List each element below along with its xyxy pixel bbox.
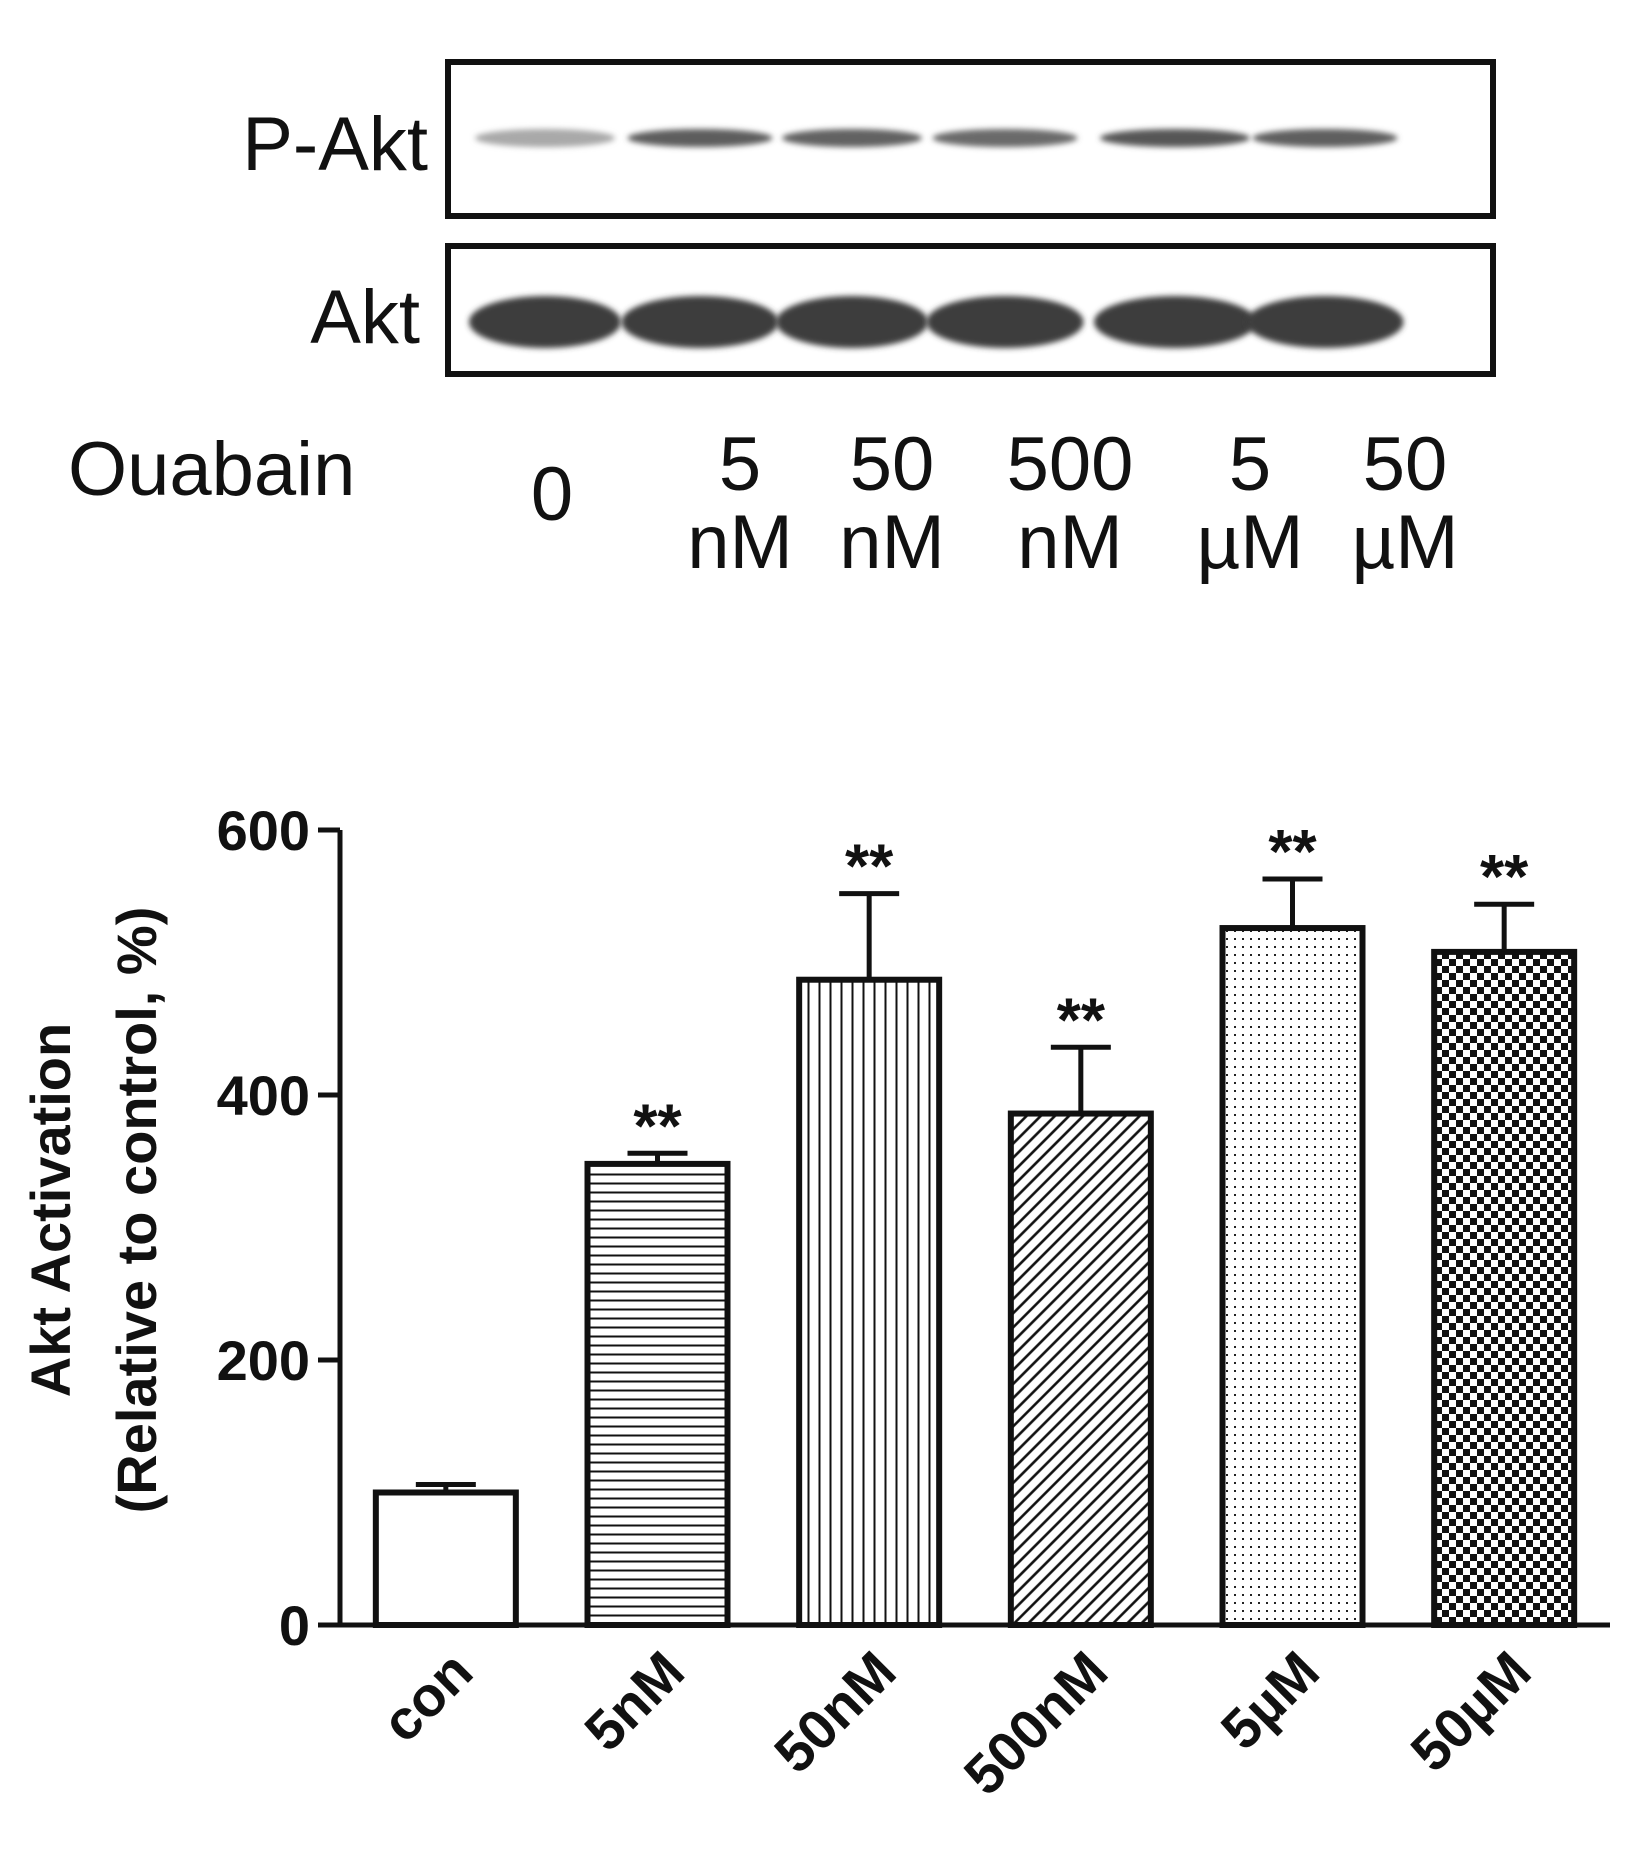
y-axis-title: Akt Activation (Relative to control, %) [19, 907, 168, 1514]
lane-value-label: 500 [1007, 422, 1134, 507]
lane-unit-label: µM [1351, 500, 1458, 585]
bar-500nM [1007, 1110, 1154, 1629]
x-tick-label: con [369, 1639, 484, 1754]
phospho-akt-band [475, 129, 615, 147]
bar-5µM [1219, 925, 1366, 1628]
akt-band [1246, 296, 1404, 348]
x-tick-label: 5µM [1209, 1639, 1331, 1761]
bar-50nM [796, 976, 943, 1628]
phospho-akt-band [782, 129, 922, 147]
y-axis: 0 200 400 600 [217, 799, 343, 1657]
y-tick-label: 400 [217, 1064, 310, 1127]
lane-unit-label: nM [1017, 500, 1123, 585]
phospho-akt-bands [475, 129, 1398, 147]
x-tick-label: 50µM [1398, 1639, 1542, 1783]
y-axis-title-line2: (Relative to control, %) [105, 907, 168, 1514]
akt-band [469, 296, 621, 348]
akt-band [776, 296, 928, 348]
y-tick-label: 600 [217, 799, 310, 862]
y-tick-label: 0 [279, 1594, 310, 1657]
bar-chart: Akt Activation (Relative to control, %) … [19, 799, 1610, 1807]
lane-unit-label: µM [1196, 500, 1303, 585]
bar-con [372, 1489, 519, 1628]
phospho-akt-band [1252, 129, 1398, 147]
x-tick-label: 5nM [572, 1639, 696, 1763]
significance-mark: ** [1480, 843, 1529, 912]
phospho-akt-band [627, 129, 773, 147]
phospho-akt-band [932, 129, 1078, 147]
lane-value-label: 5 [1229, 422, 1271, 507]
lane-value-label: 50 [850, 422, 935, 507]
blot-row-label-akt: Akt [310, 275, 420, 360]
significance-mark: ** [633, 1092, 682, 1161]
x-tick-label: 50nM [762, 1639, 908, 1785]
akt-band [1094, 296, 1256, 348]
akt-band [926, 296, 1084, 348]
bar-50µM [1431, 948, 1578, 1628]
bars: ** ** ** ** ** [372, 818, 1578, 1629]
lane-value-label: 5 [719, 422, 761, 507]
significance-mark: ** [1057, 986, 1106, 1055]
akt-band [621, 296, 779, 348]
lane-unit-label: nM [839, 500, 945, 585]
phospho-akt-band [1100, 129, 1250, 147]
y-axis-title-line1: Akt Activation [19, 1023, 82, 1397]
akt-bands [469, 296, 1404, 348]
lane-unit-label: nM [687, 500, 793, 585]
blot-row-label-phospho-akt: P-Akt [242, 102, 428, 187]
lane-value-label: 0 [531, 452, 573, 537]
treatment-label: Ouabain [68, 427, 355, 512]
x-tick-label: 500nM [952, 1639, 1120, 1807]
y-tick-label: 200 [217, 1329, 310, 1392]
significance-mark: ** [1268, 818, 1317, 887]
significance-mark: ** [845, 833, 894, 902]
bar-5nM [584, 1160, 731, 1629]
x-axis: con 5nM 50nM 500nM 5µM 50µM [340, 1622, 1610, 1807]
lane-value-label: 50 [1363, 422, 1448, 507]
